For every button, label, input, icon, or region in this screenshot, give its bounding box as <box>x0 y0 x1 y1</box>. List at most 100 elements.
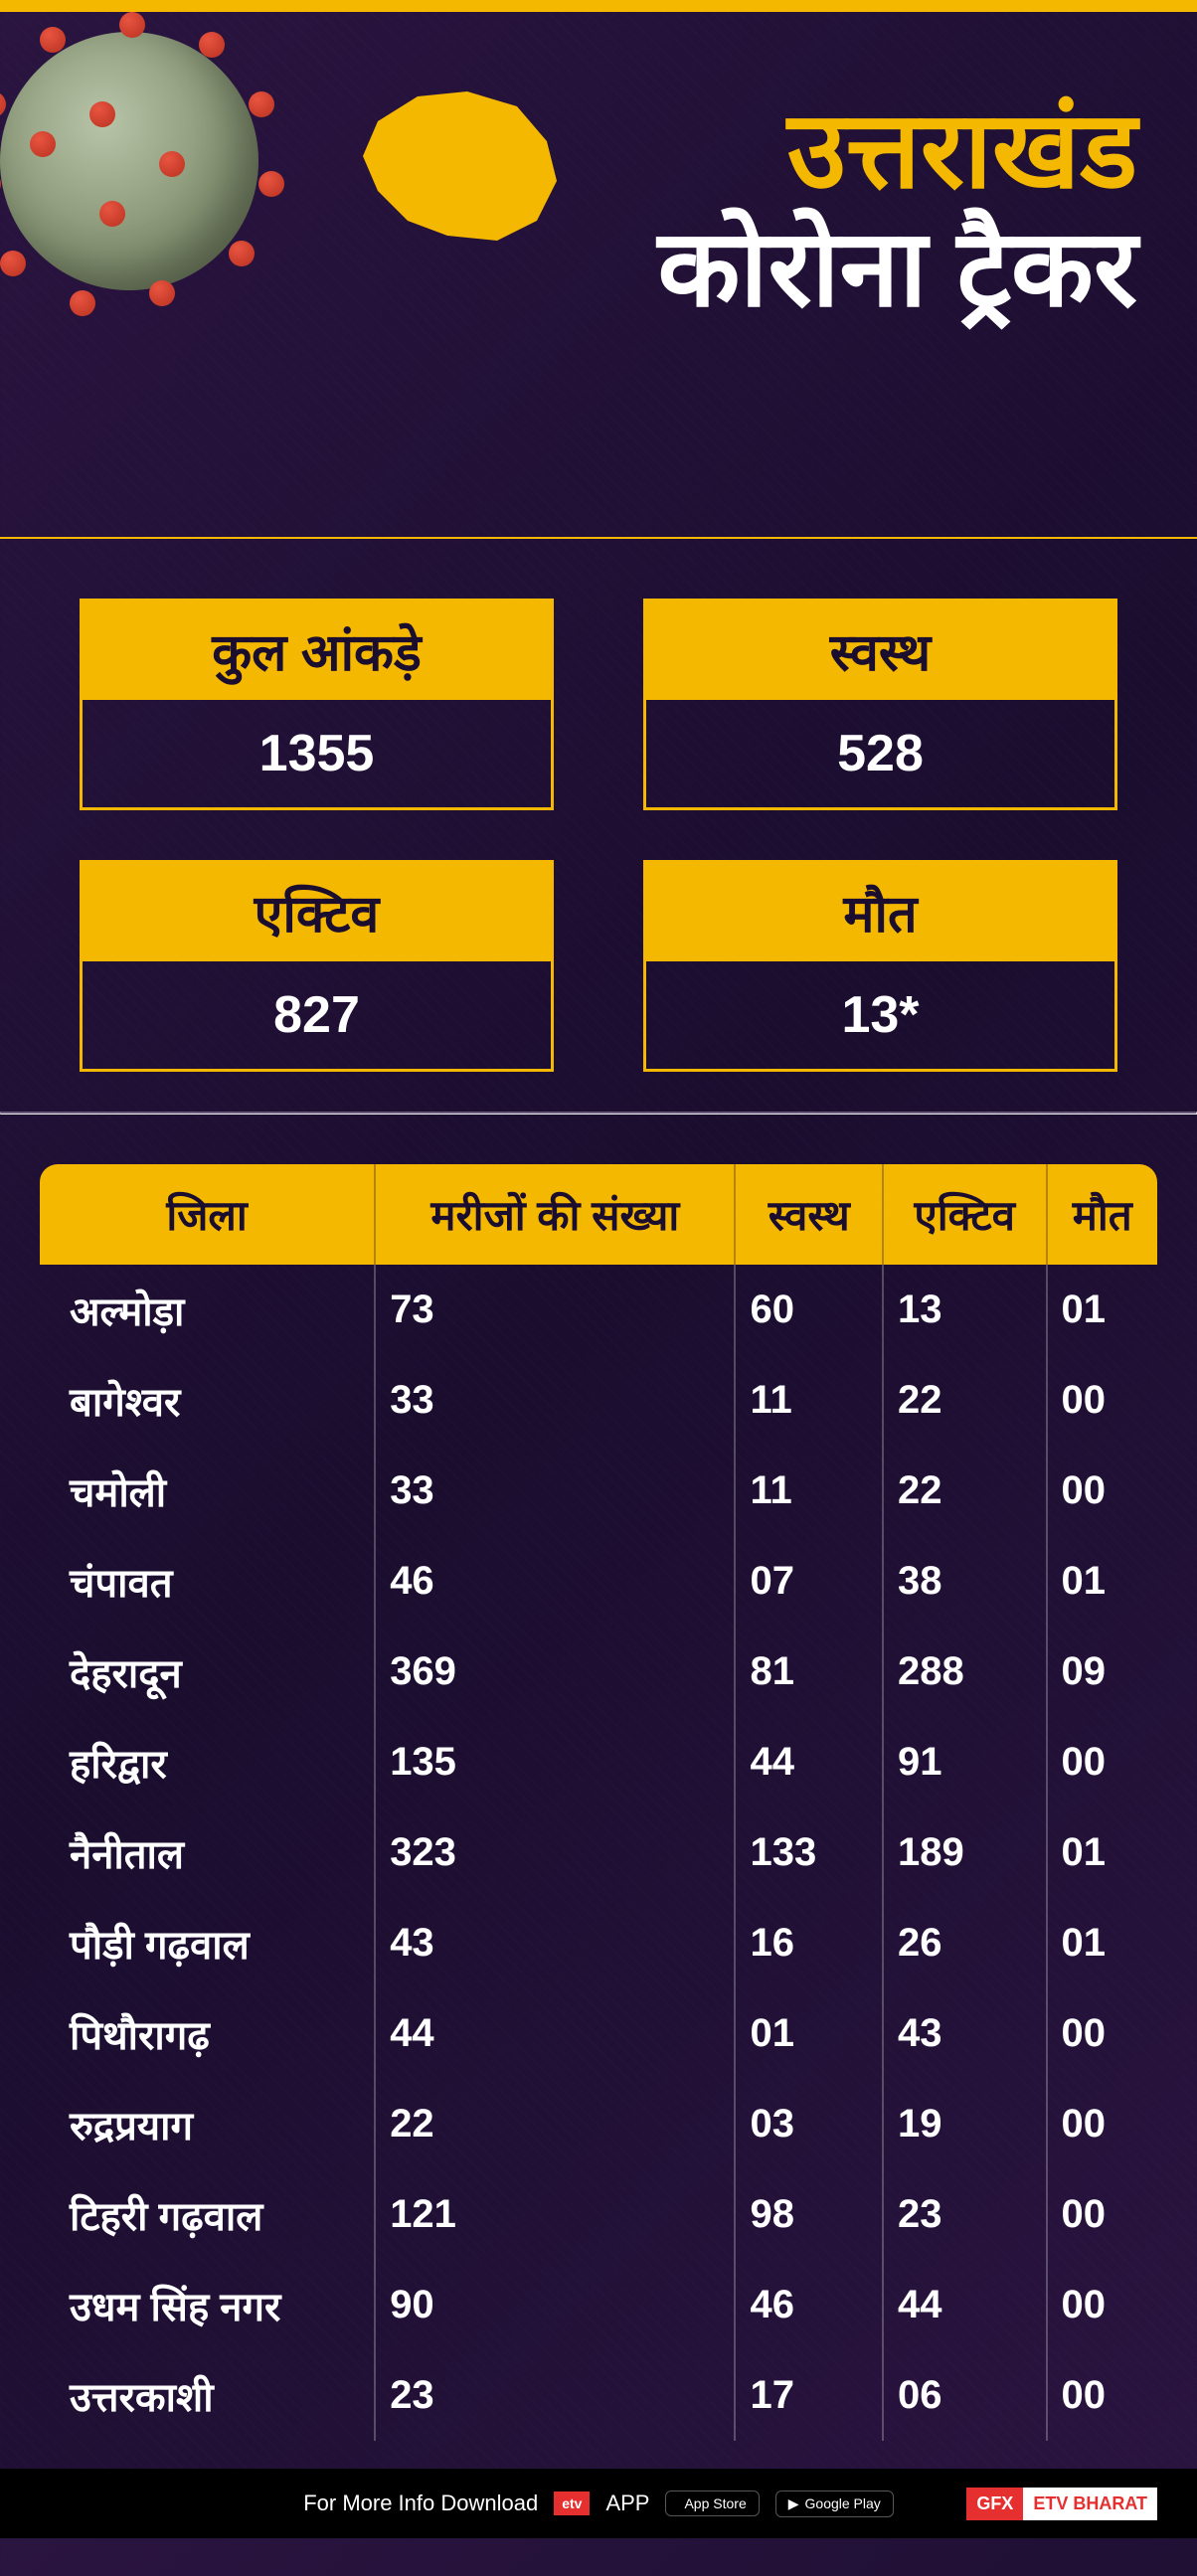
stats-grid: कुल आंकड़े 1355 स्वस्थ 528 एक्टिव 827 मौ… <box>0 539 1197 1112</box>
table-cell: 01 <box>1047 1807 1157 1898</box>
table-row: उत्तरकाशी23170600 <box>40 2350 1157 2441</box>
stat-active: एक्टिव 827 <box>80 860 554 1072</box>
table-cell: 44 <box>883 2260 1047 2350</box>
table-row: देहरादून3698128809 <box>40 1627 1157 1717</box>
table-cell: टिहरी गढ़वाल <box>40 2169 375 2260</box>
table-cell: 11 <box>735 1446 882 1536</box>
table-row: रुद्रप्रयाग22031900 <box>40 2079 1157 2169</box>
table-cell: 01 <box>735 1988 882 2079</box>
table-cell: 00 <box>1047 1717 1157 1807</box>
table-row: चंपावत46073801 <box>40 1536 1157 1627</box>
table-cell: 91 <box>883 1717 1047 1807</box>
col-deaths: मौत <box>1047 1164 1157 1265</box>
table-cell: 17 <box>735 2350 882 2441</box>
table-cell: 01 <box>1047 1536 1157 1627</box>
brand-label: ETV BHARAT <box>1023 2488 1157 2520</box>
stat-recovered: स्वस्थ 528 <box>643 599 1117 810</box>
table-cell: 189 <box>883 1807 1047 1898</box>
table-cell: 44 <box>375 1988 735 2079</box>
table-cell: 23 <box>375 2350 735 2441</box>
table-cell: 33 <box>375 1355 735 1446</box>
footer-text: For More Info Download <box>303 2490 538 2516</box>
table-cell: उधम सिंह नगर <box>40 2260 375 2350</box>
table-cell: 01 <box>1047 1265 1157 1355</box>
table-cell: 121 <box>375 2169 735 2260</box>
table-cell: 00 <box>1047 2169 1157 2260</box>
table-cell: पिथौरागढ़ <box>40 1988 375 2079</box>
table-cell: पौड़ी गढ़वाल <box>40 1898 375 1988</box>
table-cell: 33 <box>375 1446 735 1536</box>
stat-value: 13* <box>646 961 1114 1069</box>
table-cell: 81 <box>735 1627 882 1717</box>
table-cell: 16 <box>735 1898 882 1988</box>
table-cell: 00 <box>1047 1988 1157 2079</box>
col-patients: मरीजों की संख्या <box>375 1164 735 1265</box>
title-block: उत्तराखंड कोरोना ट्रैकर <box>657 91 1137 328</box>
title-line-2: कोरोना ट्रैकर <box>657 210 1137 328</box>
table-cell: 288 <box>883 1627 1047 1717</box>
table-cell: 133 <box>735 1807 882 1898</box>
stat-label: स्वस्थ <box>646 601 1114 700</box>
table-row: नैनीताल32313318901 <box>40 1807 1157 1898</box>
virus-illustration <box>0 0 318 350</box>
col-active: एक्टिव <box>883 1164 1047 1265</box>
table-cell: 00 <box>1047 2260 1157 2350</box>
table-cell: 07 <box>735 1536 882 1627</box>
table-cell: 00 <box>1047 2350 1157 2441</box>
footer-bar: For More Info Download etv APP App Store… <box>0 2469 1197 2538</box>
etv-app-icon: etv <box>554 2491 590 2515</box>
table-cell: 22 <box>883 1446 1047 1536</box>
col-recovered: स्वस्थ <box>735 1164 882 1265</box>
table-cell: 23 <box>883 2169 1047 2260</box>
stat-value: 528 <box>646 700 1114 807</box>
table-cell: 22 <box>375 2079 735 2169</box>
table-cell: 90 <box>375 2260 735 2350</box>
district-table-wrap: जिला मरीजों की संख्या स्वस्थ एक्टिव मौत … <box>0 1115 1197 2576</box>
table-cell: 03 <box>735 2079 882 2169</box>
appstore-badge[interactable]: App Store <box>665 2490 759 2516</box>
playstore-badge[interactable]: ▶Google Play <box>775 2490 894 2517</box>
table-cell: अल्मोड़ा <box>40 1265 375 1355</box>
table-cell: 01 <box>1047 1898 1157 1988</box>
table-cell: रुद्रप्रयाग <box>40 2079 375 2169</box>
col-district: जिला <box>40 1164 375 1265</box>
table-cell: 00 <box>1047 1355 1157 1446</box>
stat-label: एक्टिव <box>83 863 551 961</box>
table-cell: 60 <box>735 1265 882 1355</box>
app-label: APP <box>605 2490 649 2516</box>
table-cell: 46 <box>735 2260 882 2350</box>
table-cell: 00 <box>1047 2079 1157 2169</box>
table-cell: 11 <box>735 1355 882 1446</box>
table-cell: 09 <box>1047 1627 1157 1717</box>
stat-deaths: मौत 13* <box>643 860 1117 1072</box>
table-cell: 43 <box>375 1898 735 1988</box>
table-cell: 38 <box>883 1536 1047 1627</box>
table-cell: 44 <box>735 1717 882 1807</box>
state-map-icon <box>348 82 567 251</box>
title-line-1: उत्तराखंड <box>657 91 1137 210</box>
table-row: उधम सिंह नगर90464400 <box>40 2260 1157 2350</box>
table-cell: 13 <box>883 1265 1047 1355</box>
table-cell: 43 <box>883 1988 1047 2079</box>
gfx-label: GFX <box>966 2488 1023 2520</box>
table-cell: 22 <box>883 1355 1047 1446</box>
table-cell: 73 <box>375 1265 735 1355</box>
table-header-row: जिला मरीजों की संख्या स्वस्थ एक्टिव मौत <box>40 1164 1157 1265</box>
table-cell: 98 <box>735 2169 882 2260</box>
table-row: पौड़ी गढ़वाल43162601 <box>40 1898 1157 1988</box>
table-cell: 135 <box>375 1717 735 1807</box>
table-row: चमोली33112200 <box>40 1446 1157 1536</box>
stat-label: मौत <box>646 863 1114 961</box>
brand-badge: GFX ETV BHARAT <box>966 2488 1157 2520</box>
table-cell: 323 <box>375 1807 735 1898</box>
header-section: उत्तराखंड कोरोना ट्रैकर <box>0 12 1197 539</box>
table-cell: हरिद्वार <box>40 1717 375 1807</box>
table-cell: 19 <box>883 2079 1047 2169</box>
district-table: जिला मरीजों की संख्या स्वस्थ एक्टिव मौत … <box>40 1164 1157 2556</box>
stat-value: 1355 <box>83 700 551 807</box>
table-row: अल्मोड़ा73601301 <box>40 1265 1157 1355</box>
table-cell: चमोली <box>40 1446 375 1536</box>
table-cell: उत्तरकाशी <box>40 2350 375 2441</box>
table-row: टिहरी गढ़वाल121982300 <box>40 2169 1157 2260</box>
table-cell: चंपावत <box>40 1536 375 1627</box>
